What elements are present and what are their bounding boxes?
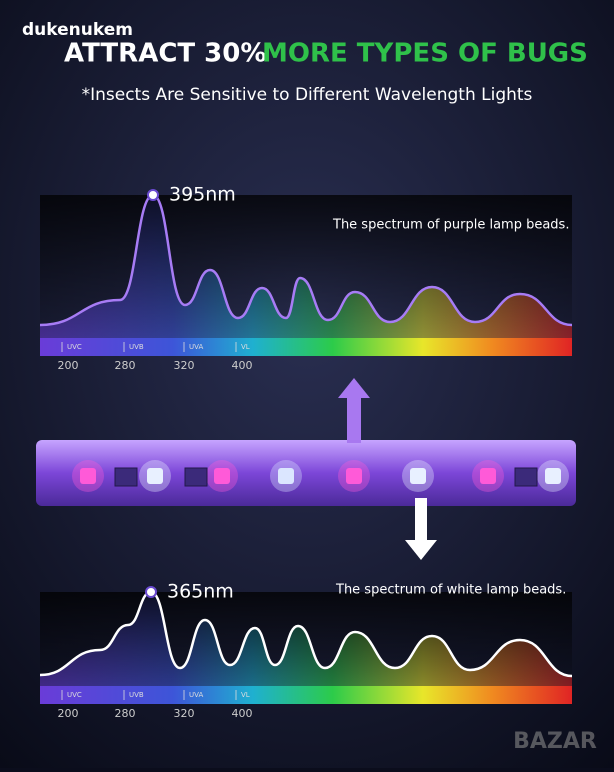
arrow-down bbox=[415, 498, 427, 540]
lamp-bead bbox=[545, 468, 561, 484]
scale-label: 320 bbox=[174, 707, 195, 720]
title-white: ATTRACT 30% bbox=[64, 39, 266, 69]
resistor bbox=[514, 467, 538, 487]
lamp-bead bbox=[147, 468, 163, 484]
spectrum-purple: 395nm The spectrum of purple lamp beads. U… bbox=[39, 184, 573, 372]
peak-dot bbox=[145, 586, 157, 598]
lamp-bead bbox=[346, 468, 362, 484]
username: dukenukem bbox=[22, 20, 133, 40]
scale-label: 280 bbox=[115, 707, 136, 720]
subtitle: *Insects Are Sensitive to Different Wave… bbox=[82, 85, 533, 105]
wavelength-bar bbox=[40, 338, 572, 356]
scale-label: 400 bbox=[232, 707, 253, 720]
scale-label: 400 bbox=[232, 359, 253, 372]
title-green: MORE TYPES OF BUGS bbox=[262, 39, 588, 69]
band-label: VL bbox=[241, 691, 250, 699]
spectrum-caption: The spectrum of purple lamp beads. bbox=[332, 218, 569, 233]
wavelength-bar bbox=[40, 686, 572, 704]
scale-label: 200 bbox=[58, 707, 79, 720]
watermark: BAZAR bbox=[513, 729, 597, 754]
arrow-down-head bbox=[405, 540, 437, 560]
scale-label: 320 bbox=[174, 359, 195, 372]
peak-label: 395nm bbox=[169, 184, 236, 206]
lamp-bead bbox=[410, 468, 426, 484]
band-label: VL bbox=[241, 343, 250, 351]
spectrum-curve bbox=[39, 590, 573, 678]
lamp-bead bbox=[480, 468, 496, 484]
spectrum-fade bbox=[40, 592, 572, 686]
scale-label: 280 bbox=[115, 359, 136, 372]
lamp-bead bbox=[214, 468, 230, 484]
peak-label: 365nm bbox=[167, 581, 234, 603]
resistor bbox=[114, 467, 138, 487]
band-label: UVC bbox=[67, 343, 82, 351]
arrow-up bbox=[347, 398, 361, 443]
band-label: UVB bbox=[129, 691, 144, 699]
lamp-bead bbox=[278, 468, 294, 484]
spectrum-white: 365nm The spectrum of white lamp beads. UV… bbox=[39, 581, 573, 720]
band-label: UVA bbox=[189, 343, 203, 351]
peak-dot bbox=[147, 189, 159, 201]
band-label: UVB bbox=[129, 343, 144, 351]
resistor bbox=[184, 467, 208, 487]
scale-label: 200 bbox=[58, 359, 79, 372]
arrow-up-head bbox=[338, 378, 370, 398]
lamp-bead bbox=[80, 468, 96, 484]
led-strip bbox=[36, 440, 576, 506]
spectrum-caption: The spectrum of white lamp beads. bbox=[335, 583, 566, 598]
spectrum-fade bbox=[40, 195, 572, 338]
band-label: UVC bbox=[67, 691, 82, 699]
band-label: UVA bbox=[189, 691, 203, 699]
